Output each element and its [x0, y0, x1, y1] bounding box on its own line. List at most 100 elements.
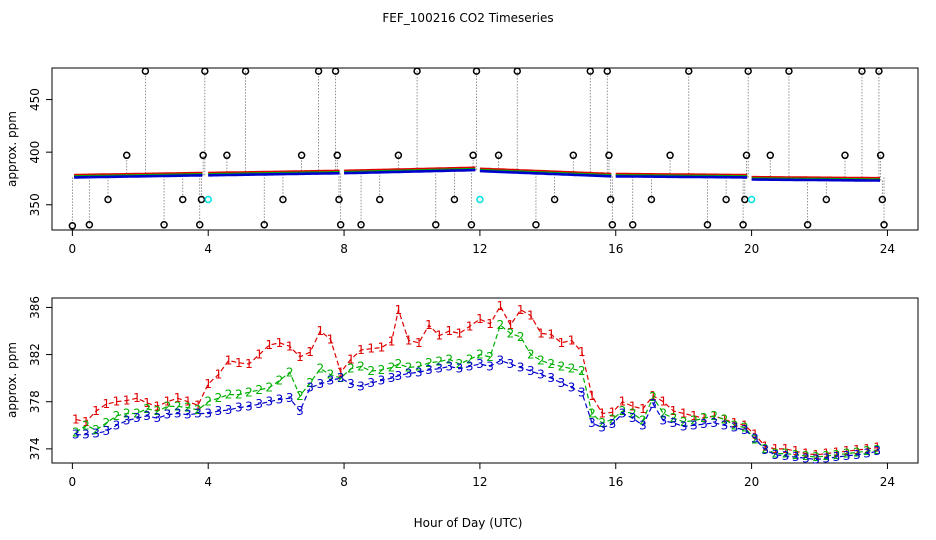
series-1-point-51: 1 [588, 389, 596, 403]
top-spike-point-9 [199, 151, 207, 160]
series-1-point-30: 1 [378, 341, 386, 355]
series-3-point-20: 3 [276, 392, 284, 406]
series-3-point-76: 3 [843, 449, 851, 463]
top-y-tick-label-400: 400 [28, 141, 42, 164]
series-1-point-23: 1 [306, 345, 314, 359]
series-2-point-14: 2 [215, 391, 223, 405]
series-1-point-37: 1 [445, 324, 453, 338]
series-3-point-35: 3 [425, 363, 433, 377]
series-3-point-72: 3 [802, 451, 810, 465]
series-2-point-55: 2 [629, 407, 637, 421]
series-3-point-46: 3 [537, 368, 545, 382]
series-3-point-16: 3 [235, 401, 243, 415]
series-1-point-41: 1 [486, 317, 494, 331]
series-3-point-22: 3 [296, 404, 304, 418]
series-1-point-40: 1 [476, 312, 484, 326]
series-1-point-68: 1 [761, 440, 769, 454]
top-spike-point-24 [413, 67, 421, 75]
top-x-tick-label-12: 12 [472, 242, 487, 256]
series-1-line [75, 304, 878, 456]
series-3-point-28: 3 [357, 379, 365, 393]
series-1-point-47: 1 [547, 328, 555, 342]
series-1-point-2: 1 [92, 404, 100, 418]
series-3-point-29: 3 [367, 376, 375, 390]
series-1-point-64: 1 [721, 412, 729, 426]
series-3-point-48: 3 [558, 376, 566, 390]
series-2-point-7: 2 [143, 402, 151, 416]
top-spike-point-54 [841, 151, 849, 160]
series-3-point-58: 3 [659, 414, 667, 428]
top-spike-point-26 [450, 195, 459, 204]
series-3-point-44: 3 [517, 361, 525, 375]
series-3-point-37: 3 [445, 359, 453, 373]
series-1-point-70: 1 [782, 442, 790, 456]
top-spike-point-57 [876, 151, 885, 160]
top-spike-point-30 [494, 151, 503, 160]
bottom-y-tick-label-382: 382 [28, 343, 42, 366]
series-3-point-24: 3 [316, 377, 324, 391]
series-3-point-1: 3 [82, 428, 90, 442]
bottom-y-tick-label-378: 378 [28, 390, 42, 413]
top-spike-point-5 [160, 220, 168, 229]
bottom-x-tick-label-8: 8 [340, 475, 348, 489]
series-1-point-57: 1 [649, 389, 657, 403]
series-1-point-61: 1 [690, 409, 698, 423]
series-2-point-3: 2 [102, 416, 110, 430]
top-spike-point-7 [195, 220, 204, 229]
top-spike-point-4 [141, 67, 150, 75]
top-spike-point-35 [586, 67, 595, 75]
series-2-point-25: 2 [327, 368, 335, 382]
series-2-point-60: 2 [680, 415, 688, 429]
series-3-point-59: 3 [670, 416, 678, 430]
top-spike-point-59 [880, 220, 888, 229]
series-3-point-78: 3 [863, 447, 871, 461]
bottom-y-axis-label: approx. ppm [5, 342, 19, 418]
series-1-point-21: 1 [286, 339, 294, 353]
series-3-point-45: 3 [527, 364, 535, 378]
top-spike-point-46 [739, 220, 747, 229]
series-1-point-42: 1 [496, 299, 504, 313]
series-2-point-50: 2 [578, 364, 586, 378]
series-1-point-24: 1 [316, 324, 324, 338]
series-1-point-66: 1 [741, 418, 749, 432]
top-spike-point-0 [68, 222, 77, 230]
series-3-point-17: 3 [245, 399, 253, 413]
series-2-point-77: 2 [853, 445, 861, 459]
series-3-point-26: 3 [337, 371, 345, 385]
series-2-point-35: 2 [425, 356, 433, 370]
series-2-point-57: 2 [649, 390, 657, 404]
series-1-point-10: 1 [174, 391, 182, 405]
series-3-point-55: 3 [629, 411, 637, 425]
bottom-x-tick-label-16: 16 [608, 475, 623, 489]
top-spike-point-13 [260, 220, 269, 229]
series-3-point-7: 3 [143, 409, 151, 423]
series-3-point-9: 3 [164, 408, 172, 422]
series-2-point-0: 2 [72, 425, 80, 439]
series-3-point-51: 3 [588, 416, 596, 430]
top-spike-point-43 [685, 67, 693, 75]
top-spike-point-56 [875, 67, 883, 75]
series-3-point-57: 3 [649, 397, 657, 411]
series-2-point-66: 2 [741, 421, 749, 435]
series-3-point-75: 3 [833, 450, 841, 464]
series-1-point-55: 1 [629, 399, 637, 413]
series-2-point-75: 2 [833, 448, 841, 462]
series-2-point-31: 2 [388, 361, 396, 375]
top-spike-point-47 [741, 195, 749, 204]
series-1-point-0: 1 [72, 412, 80, 426]
top-spike-points [68, 67, 888, 230]
series-3-point-15: 3 [225, 403, 233, 417]
series-2-point-20: 2 [276, 374, 284, 388]
series-2-point-45: 2 [527, 348, 535, 362]
series-1-point-79: 1 [873, 441, 881, 455]
series-1-point-13: 1 [204, 377, 212, 391]
top-spike-point-12 [241, 67, 250, 75]
series-3-point-43: 3 [507, 357, 515, 371]
series-1-point-6: 1 [133, 391, 141, 405]
series-3-point-31: 3 [388, 371, 396, 385]
series-3-point-12: 3 [194, 407, 202, 421]
series-1-point-58: 1 [659, 395, 667, 409]
series-3-point-70: 3 [782, 449, 790, 463]
series-2-point-46: 2 [537, 354, 545, 368]
